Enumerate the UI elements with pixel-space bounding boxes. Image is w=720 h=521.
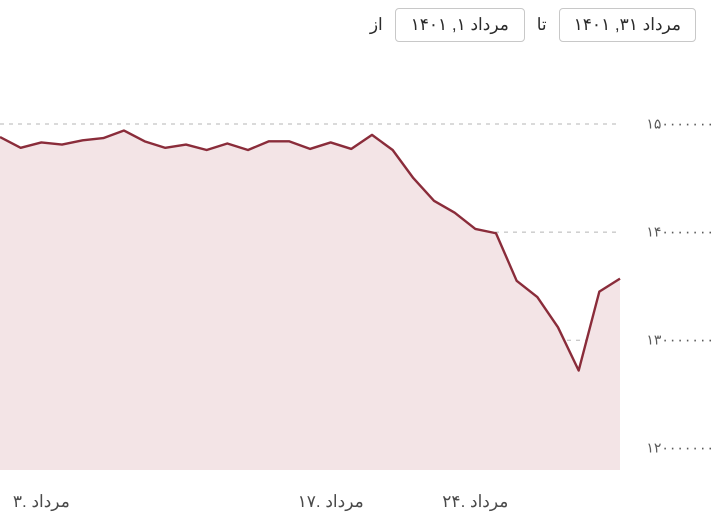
y-tick-label: ۱۴۰۰۰۰۰۰۰	[646, 224, 714, 241]
chart-svg	[0, 50, 720, 520]
date-range-header: مرداد ۳۱, ۱۴۰۱ تا مرداد ۱, ۱۴۰۱ از	[0, 0, 720, 50]
to-label: تا	[537, 15, 547, 35]
x-tick-label: مرداد .۲۴	[442, 492, 508, 512]
y-tick-label: ۱۵۰۰۰۰۰۰۰	[646, 116, 714, 133]
y-tick-label: ۱۳۰۰۰۰۰۰۰	[646, 332, 714, 349]
from-date-input[interactable]: مرداد ۱, ۱۴۰۱	[395, 8, 525, 42]
x-tick-label: مرداد .۳	[13, 492, 70, 512]
y-tick-label: ۱۲۰۰۰۰۰۰۰	[646, 440, 714, 457]
from-label: از	[370, 15, 383, 35]
x-tick-label: مرداد .۱۷	[298, 492, 364, 512]
price-chart: ۱۵۰۰۰۰۰۰۰ ۱۴۰۰۰۰۰۰۰ ۱۳۰۰۰۰۰۰۰ ۱۲۰۰۰۰۰۰۰ مرد…	[0, 50, 720, 520]
to-date-input[interactable]: مرداد ۳۱, ۱۴۰۱	[559, 8, 696, 42]
